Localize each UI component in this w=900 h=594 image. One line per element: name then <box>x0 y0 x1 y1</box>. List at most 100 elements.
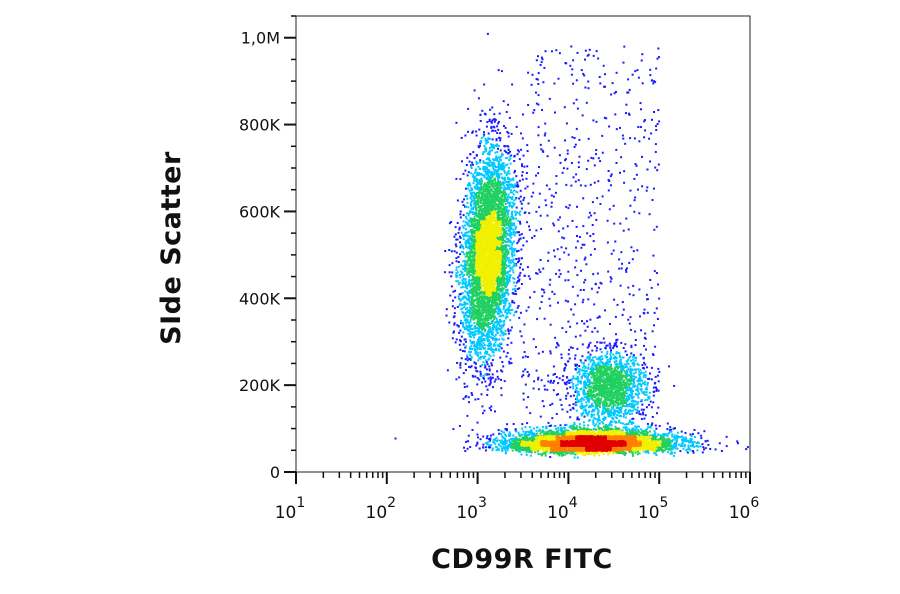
data-point <box>509 241 512 244</box>
data-point <box>604 428 607 431</box>
data-point <box>656 123 659 125</box>
data-point <box>599 394 602 397</box>
data-point <box>495 187 498 190</box>
data-point <box>622 379 625 382</box>
data-point <box>472 182 475 185</box>
data-point <box>471 188 474 191</box>
data-point <box>491 185 494 188</box>
data-point <box>493 178 496 180</box>
data-point <box>646 311 649 314</box>
data-point <box>643 361 645 364</box>
data-point <box>482 333 484 336</box>
data-point <box>587 351 590 354</box>
data-point <box>665 448 668 451</box>
data-point <box>504 446 507 449</box>
data-point <box>556 248 559 251</box>
data-point <box>566 381 569 384</box>
data-point <box>541 109 543 111</box>
data-point <box>567 379 570 382</box>
data-point <box>623 45 626 48</box>
data-point <box>653 382 656 385</box>
data-point <box>587 363 590 366</box>
data-point <box>688 440 690 443</box>
data-point <box>587 396 590 399</box>
data-point <box>644 370 647 373</box>
data-point <box>493 182 496 185</box>
data-point <box>470 304 473 306</box>
data-point <box>473 186 476 189</box>
data-point <box>466 287 469 290</box>
data-point <box>621 262 623 265</box>
data-point <box>645 348 647 351</box>
data-point <box>453 315 456 318</box>
data-point <box>601 421 604 423</box>
data-point <box>507 193 510 196</box>
data-point <box>449 294 452 297</box>
data-point <box>619 284 622 287</box>
data-point <box>552 389 555 392</box>
data-point <box>535 102 538 105</box>
data-point <box>484 146 487 149</box>
data-point <box>558 258 561 261</box>
data-point <box>542 81 545 84</box>
data-point <box>510 132 513 135</box>
data-point <box>507 251 510 254</box>
data-point <box>488 118 491 121</box>
data-point <box>480 331 483 334</box>
data-point <box>490 189 493 192</box>
data-point <box>503 166 506 169</box>
data-point <box>569 346 572 349</box>
data-point <box>526 356 529 358</box>
data-point <box>480 177 483 180</box>
data-point <box>598 76 601 78</box>
data-point <box>477 201 480 204</box>
data-point <box>464 346 467 349</box>
data-point <box>481 381 484 384</box>
data-point <box>504 126 507 129</box>
data-point <box>672 443 675 446</box>
data-point <box>592 404 595 407</box>
data-point <box>577 380 580 383</box>
data-point <box>626 267 628 270</box>
data-point <box>576 366 579 369</box>
data-point <box>468 335 471 338</box>
data-point <box>614 400 617 403</box>
data-point <box>492 323 495 326</box>
data-point <box>487 171 490 174</box>
data-point <box>518 197 521 200</box>
data-point <box>657 283 659 286</box>
data-point <box>460 335 463 338</box>
data-point <box>672 427 675 430</box>
data-point <box>464 270 467 273</box>
data-point <box>525 433 528 436</box>
data-point <box>684 438 687 441</box>
data-point <box>511 183 514 186</box>
data-point <box>475 346 478 349</box>
data-point <box>471 161 474 164</box>
data-point <box>676 447 679 450</box>
data-point <box>621 429 624 432</box>
data-point <box>499 318 501 321</box>
data-point <box>585 401 588 404</box>
data-point <box>487 175 490 178</box>
data-point <box>487 163 490 166</box>
data-point <box>468 347 471 350</box>
data-point <box>598 404 601 407</box>
data-point <box>508 159 511 162</box>
data-point <box>524 187 527 190</box>
data-point <box>504 164 507 167</box>
data-point <box>474 187 477 190</box>
data-point <box>479 196 482 199</box>
data-point <box>527 71 530 74</box>
data-point <box>453 323 456 326</box>
data-point <box>493 168 496 171</box>
data-point <box>496 448 499 451</box>
data-point <box>544 199 547 202</box>
data-point <box>551 290 554 293</box>
data-point <box>466 359 469 362</box>
data-point <box>486 121 489 124</box>
data-point <box>629 316 632 319</box>
data-point <box>488 369 491 372</box>
data-point <box>492 386 494 389</box>
data-point <box>484 365 487 368</box>
